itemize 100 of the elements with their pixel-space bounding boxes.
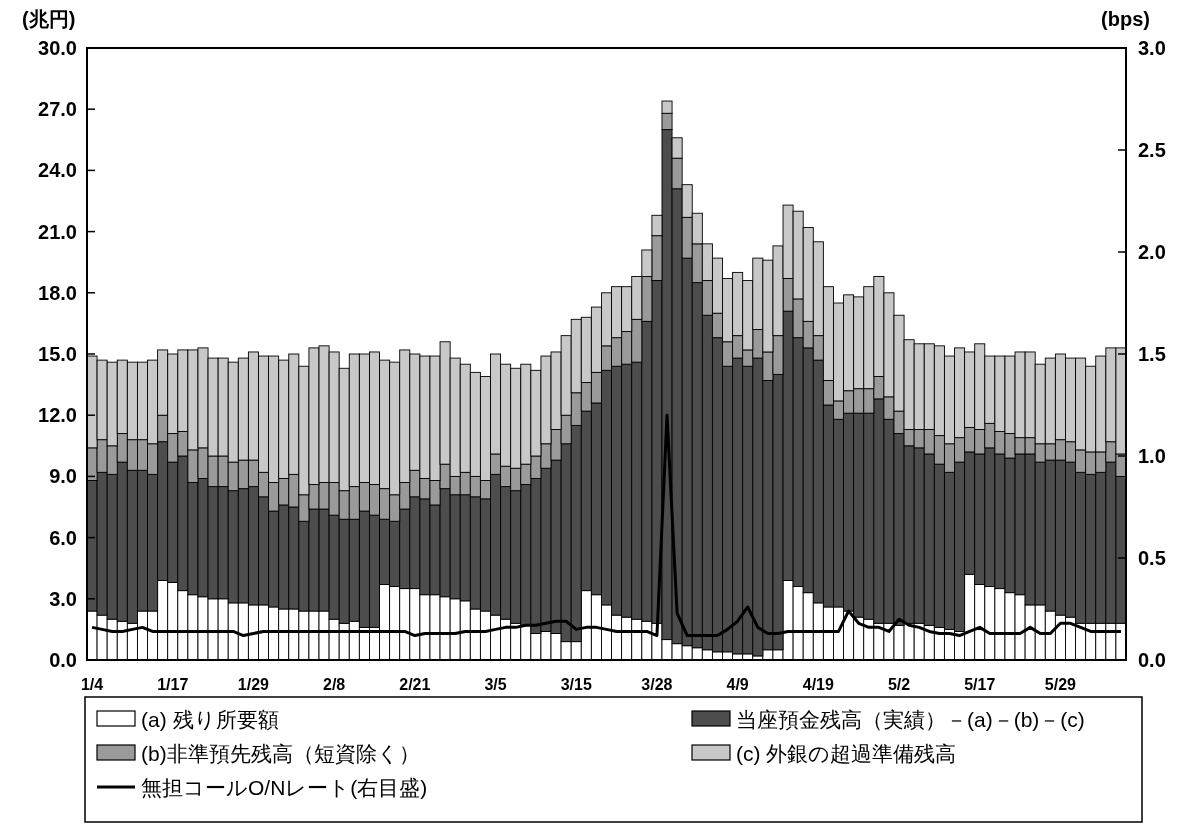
bar [590,371,602,404]
bar [560,443,572,643]
bar [278,359,290,479]
bar [167,461,179,583]
bar [318,508,330,612]
bar [883,292,895,398]
y-tick-label: 21.0 [38,220,77,243]
bar [459,363,471,473]
bar [500,363,512,467]
bar [167,433,179,463]
bar [923,429,935,455]
x-tick-label: 1/29 [237,676,270,693]
bar [661,112,673,131]
bar [197,347,209,449]
bar [1065,461,1077,618]
x-tick-label: 5/2 [887,676,911,693]
bar [1004,457,1016,594]
x-tick-label: 4/19 [802,676,835,693]
bar [822,380,834,406]
bar [369,484,380,516]
bar [126,469,138,624]
bar [469,496,481,610]
bar [943,471,955,630]
bar [136,469,148,612]
bar [711,337,723,653]
bar [863,412,875,620]
bar [560,414,572,445]
y2-tick-label: 2.5 [1138,139,1166,161]
bar [298,520,310,612]
bar [1024,351,1036,439]
bar [994,355,1006,432]
bar [873,398,885,624]
bar [358,510,370,628]
x-tick-label: 2/21 [399,676,431,693]
bar [1034,363,1046,445]
bar [278,504,290,610]
bar [258,355,270,473]
bar [247,486,259,606]
x-tick-label: 5/17 [964,676,996,693]
bar [540,355,552,445]
bar [247,351,259,461]
bar [681,184,693,218]
bar [1004,433,1016,459]
bar [429,480,441,506]
bar [812,335,824,361]
bar [903,445,915,624]
y-tick-label: 0.0 [49,649,77,671]
x-tick-label: 1/17 [157,676,189,693]
bar [1095,355,1107,453]
bar [177,455,189,592]
bar [873,276,885,377]
y-tick-label: 6.0 [49,526,77,549]
bar [964,351,976,428]
bar [802,227,814,322]
bar [1085,365,1097,453]
bar [147,443,159,475]
bar [510,367,522,469]
bar [651,214,663,237]
bar [298,494,310,522]
y-tick-label: 27.0 [38,98,77,121]
bar [802,347,814,594]
bar [510,490,522,624]
bar [1014,351,1026,439]
bar [833,302,844,402]
bar [923,453,935,626]
bar [550,351,562,430]
bar [691,282,703,649]
bar [792,337,804,588]
bar [106,361,118,447]
bar [96,439,108,473]
bar [207,486,219,600]
bar [641,320,653,622]
bar [1065,357,1077,443]
bar [752,257,764,330]
y2-tick-label: 1.0 [1138,445,1166,467]
bar [792,210,804,300]
bar [853,412,865,618]
bar [530,369,542,457]
bar [328,514,340,620]
bar [106,473,118,620]
bar [157,349,169,416]
bar [984,355,996,424]
bar [126,439,138,471]
bar [943,355,955,445]
bar [570,424,582,643]
bar [136,361,148,441]
bar [651,235,663,282]
bar [1065,441,1077,463]
bar [449,494,461,600]
bar [580,410,592,592]
bar [106,445,118,475]
bar [479,480,491,500]
x-tick-label: 1/4 [80,676,104,693]
bar [459,494,471,602]
bar [258,496,270,606]
bar [913,343,925,430]
bar [136,439,148,471]
bar [954,461,966,632]
bar [621,363,633,618]
bar [147,473,159,612]
